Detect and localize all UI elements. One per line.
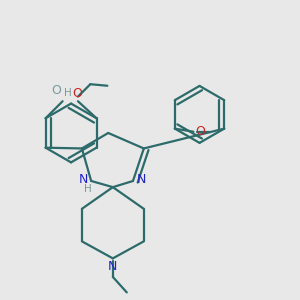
Text: H: H: [84, 184, 91, 194]
Text: O: O: [195, 125, 205, 138]
Text: N: N: [79, 173, 88, 186]
Text: N: N: [108, 260, 118, 273]
Text: N: N: [136, 173, 146, 186]
Text: H: H: [64, 88, 72, 98]
Text: O: O: [51, 84, 61, 97]
Text: O: O: [72, 87, 82, 100]
